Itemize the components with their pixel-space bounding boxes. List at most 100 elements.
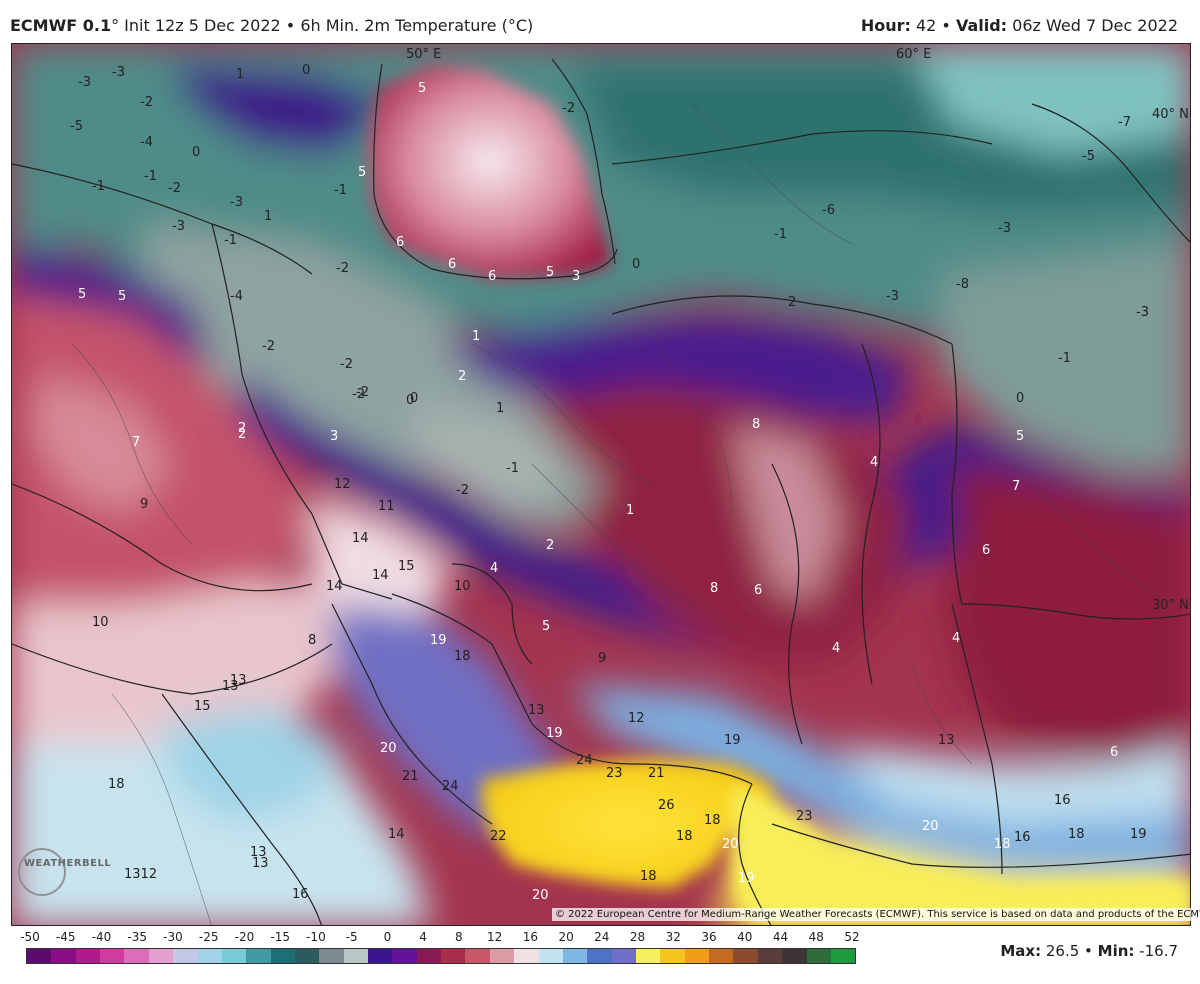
legend-color-swatch: [51, 949, 76, 963]
gulf-warm-area: [482, 759, 772, 889]
lon-label-60e: 60° E: [896, 47, 931, 62]
logo-circle: [18, 848, 66, 896]
temp-label: 8: [752, 417, 760, 432]
legend-tick-label: -35: [127, 930, 148, 944]
arabian-sea-warm-area: [732, 784, 1190, 925]
temp-label: 24: [442, 779, 459, 794]
legend-color-swatch: [441, 949, 466, 963]
temp-label: 12: [628, 711, 645, 726]
legend-color-swatch: [538, 949, 563, 963]
legend-tick-label: -50: [20, 930, 40, 944]
temp-label: 3: [572, 269, 580, 284]
legend-color-swatch: [221, 949, 247, 963]
temp-label: 7: [1012, 479, 1020, 494]
temp-label: 6: [754, 583, 762, 598]
legend-color-swatch: [709, 949, 734, 963]
temp-label: 0: [406, 393, 414, 408]
temp-label: 8: [710, 581, 718, 596]
temp-label: -3: [172, 219, 185, 234]
map-title: ECMWF 0.1° Init 12z 5 Dec 2022 • 6h Min.…: [10, 16, 533, 35]
legend-color-swatch: [562, 949, 588, 963]
temp-label: 2: [458, 369, 466, 384]
temp-label: 14: [372, 568, 389, 583]
legend-color-swatch: [173, 949, 198, 963]
temp-label: 20: [380, 741, 397, 756]
temp-label: 14: [326, 579, 343, 594]
temp-label: -2: [562, 101, 575, 116]
temp-label: 14: [352, 531, 369, 546]
temp-label: 15: [398, 559, 415, 574]
temperature-labels: -3 -3 -2 1 0 -5 -4 -1 0 -2 -3 -1 -1 1 -2…: [70, 63, 1149, 903]
temp-label: -1: [92, 179, 105, 194]
temp-label: 5: [546, 265, 554, 280]
temperature-map[interactable]: 50° E 60° E 40° N 30° N -3 -3 -2 1 0 -5 …: [11, 43, 1191, 926]
temp-label: 24: [576, 753, 593, 768]
temp-label: 0: [410, 391, 418, 406]
temp-label: 6: [1110, 745, 1118, 760]
temp-label: -2: [262, 339, 275, 354]
temp-label: -3: [230, 195, 243, 210]
legend-tick-label: -45: [55, 930, 76, 944]
temp-label: 9: [598, 651, 606, 666]
temp-label: 6: [448, 257, 456, 272]
legend-tick-label: 20: [558, 930, 574, 944]
temp-label: -1: [224, 233, 237, 248]
hour-label: Hour:: [860, 16, 911, 35]
temp-label: 1: [626, 503, 634, 518]
temp-label: 23: [796, 809, 813, 824]
province-lines: [71, 103, 1173, 925]
temp-label: 13: [250, 845, 267, 860]
temp-label: 4: [870, 455, 878, 470]
temp-label: -6: [822, 203, 835, 218]
legend-tick-label: -30: [163, 930, 183, 944]
legend-color-swatch: [319, 949, 344, 963]
temp-label: 18: [108, 777, 125, 792]
legend-tick-label: 28: [629, 930, 646, 944]
max-label: Max:: [1000, 942, 1042, 960]
temp-label: 20: [722, 837, 739, 852]
temp-label: -3: [1136, 305, 1149, 320]
temp-label: -5: [1082, 149, 1095, 164]
legend-color-swatch: [489, 949, 515, 963]
legend-color-swatch: [806, 949, 831, 963]
temp-label: 16: [292, 887, 309, 902]
caspian-sea-area: [367, 64, 612, 280]
temp-label: -1: [144, 169, 157, 184]
temp-label: -5: [70, 119, 83, 134]
legend-tick-label: -20: [234, 930, 255, 944]
temp-label: 18: [640, 869, 657, 884]
temp-label: 18: [676, 829, 693, 844]
temp-label: 26: [658, 798, 675, 813]
color-legend: -50 -45 -40 -35 -30 -25 -20 -15 -10 -5 0 4 8 12 16 20 24…: [20, 930, 860, 970]
temp-label: 19: [724, 733, 741, 748]
temp-label: 11: [378, 499, 395, 514]
temp-label: 16: [1054, 793, 1071, 808]
min-value: -16.7: [1134, 942, 1178, 960]
temp-label: 3: [330, 429, 338, 444]
temp-label: 2: [546, 538, 554, 553]
temp-label: 23: [606, 766, 623, 781]
temp-label: 16: [1014, 830, 1031, 845]
model-name: ECMWF 0.1: [10, 16, 112, 35]
temp-label: -2: [340, 357, 353, 372]
temp-label: 1: [472, 329, 480, 344]
temp-label: 0: [1016, 391, 1024, 406]
temp-label: 19: [430, 633, 447, 648]
temp-label: 2: [788, 295, 796, 310]
max-value: 26.5 •: [1041, 942, 1098, 960]
header: ECMWF 0.1° Init 12z 5 Dec 2022 • 6h Min.…: [0, 0, 1200, 40]
legend-color-swatch: [757, 949, 783, 963]
map-canvas: 50° E 60° E 40° N 30° N -3 -3 -2 1 0 -5 …: [12, 44, 1190, 925]
max-min-readout: Max: 26.5 • Min: -16.7: [1000, 942, 1178, 960]
weatherbell-logo: WEATHERBELL: [18, 848, 111, 896]
temp-label: 19: [1130, 827, 1147, 842]
temp-label: -2: [140, 95, 153, 110]
legend-color-swatch: [197, 949, 222, 963]
temp-label: 10: [454, 579, 471, 594]
temp-label: 22: [490, 829, 507, 844]
legend-color-swatch: [392, 949, 417, 963]
temp-label: 13: [252, 856, 269, 871]
temp-label: 12: [334, 477, 351, 492]
temp-label: 5: [418, 81, 426, 96]
temp-label: 1: [236, 67, 244, 82]
